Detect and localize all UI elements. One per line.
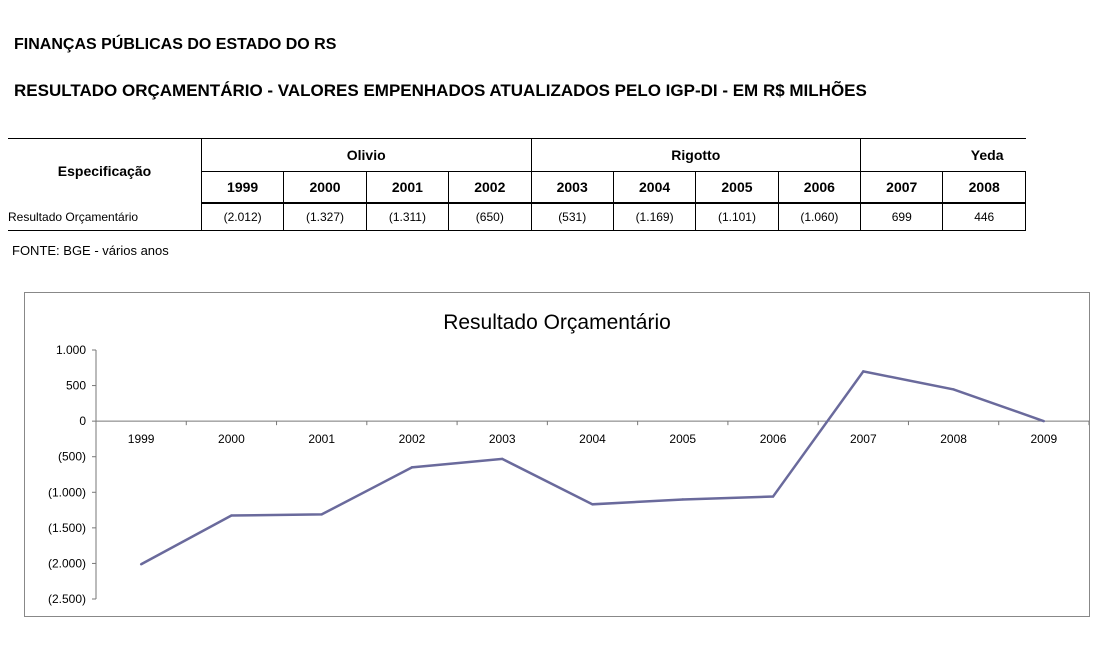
spec-header: Especificação xyxy=(8,138,202,203)
year-header: 2003 xyxy=(530,171,614,204)
series-line xyxy=(140,370,1045,566)
data-point xyxy=(139,563,143,566)
x-tick-label: 2009 xyxy=(1031,432,1058,446)
y-tick-label: (1.000) xyxy=(48,485,86,499)
chart-container: Resultado Orçamentário 1.000 500 0 (500) (1.0… xyxy=(24,292,1090,617)
source-note: FONTE: BGE - vários anos xyxy=(12,243,169,258)
x-tick-label: 2007 xyxy=(850,432,877,446)
chart-title: Resultado Orçamentário xyxy=(443,311,671,334)
group-header-rigotto: Rigotto xyxy=(530,138,861,172)
table-cell: (1.327) xyxy=(283,203,367,231)
table-cell: (2.012) xyxy=(200,203,284,231)
year-header: 2001 xyxy=(365,171,449,204)
table-cell: (650) xyxy=(448,203,531,231)
data-point xyxy=(771,495,775,498)
data-point xyxy=(1042,419,1046,423)
table-cell: (1.311) xyxy=(365,203,449,231)
data-point xyxy=(952,388,955,391)
year-header: 2007 xyxy=(860,171,943,204)
year-header: 2000 xyxy=(283,171,367,204)
table-row: Resultado Orçamentário (2.012) (1.327) (… xyxy=(8,203,1026,231)
x-tick-label: 2006 xyxy=(760,432,787,446)
x-tick-label: 2005 xyxy=(669,432,696,446)
data-point xyxy=(410,466,414,469)
x-tick-label: 2004 xyxy=(579,432,606,446)
year-header: 2002 xyxy=(448,171,531,204)
table-cell: (531) xyxy=(530,203,614,231)
x-tick-label: 2003 xyxy=(489,432,516,446)
x-tick-label: 2002 xyxy=(399,432,426,446)
data-point xyxy=(681,498,684,501)
table-cell: 699 xyxy=(860,203,943,231)
page-subtitle: RESULTADO ORÇAMENTÁRIO - VALORES EMPENHA… xyxy=(14,81,867,100)
data-point xyxy=(591,503,594,506)
line-chart: Resultado Orçamentário 1.000 500 0 (500) (1.0… xyxy=(48,311,1090,606)
y-tick-label: 1.000 xyxy=(56,343,86,357)
y-tick-label: 500 xyxy=(66,379,86,393)
data-point xyxy=(230,514,233,517)
y-tick-label: (2.000) xyxy=(48,556,86,570)
data-point xyxy=(862,370,865,373)
year-header: 1999 xyxy=(200,171,284,204)
y-tick-label: 0 xyxy=(79,414,86,428)
table-cell: (1.169) xyxy=(612,203,696,231)
table-cell: (1.060) xyxy=(777,203,861,231)
y-tick-label: (1.500) xyxy=(48,521,86,535)
data-point xyxy=(501,457,504,461)
row-label: Resultado Orçamentário xyxy=(8,203,202,231)
year-header: 2004 xyxy=(612,171,696,204)
year-header: 2006 xyxy=(777,171,861,204)
data-point xyxy=(320,513,323,516)
table-cell: 446 xyxy=(942,203,1026,231)
x-tick-label: 2008 xyxy=(940,432,967,446)
x-tick-label: 2001 xyxy=(308,432,335,446)
year-header: 2008 xyxy=(942,171,1026,204)
table-cell: (1.101) xyxy=(695,203,779,231)
group-header-olivio: Olivio xyxy=(200,138,531,172)
page-title: FINANÇAS PÚBLICAS DO ESTADO DO RS xyxy=(14,36,337,53)
x-tick-label: 2000 xyxy=(218,432,245,446)
x-tick-label: 1999 xyxy=(128,432,155,446)
group-header-yeda: Yeda xyxy=(860,138,1026,172)
y-tick-label: (2.500) xyxy=(48,592,86,606)
y-tick-label: (500) xyxy=(58,450,86,464)
budget-table: Especificação Olivio Rigotto Yeda 1999 2… xyxy=(8,138,1026,231)
year-header: 2005 xyxy=(695,171,779,204)
